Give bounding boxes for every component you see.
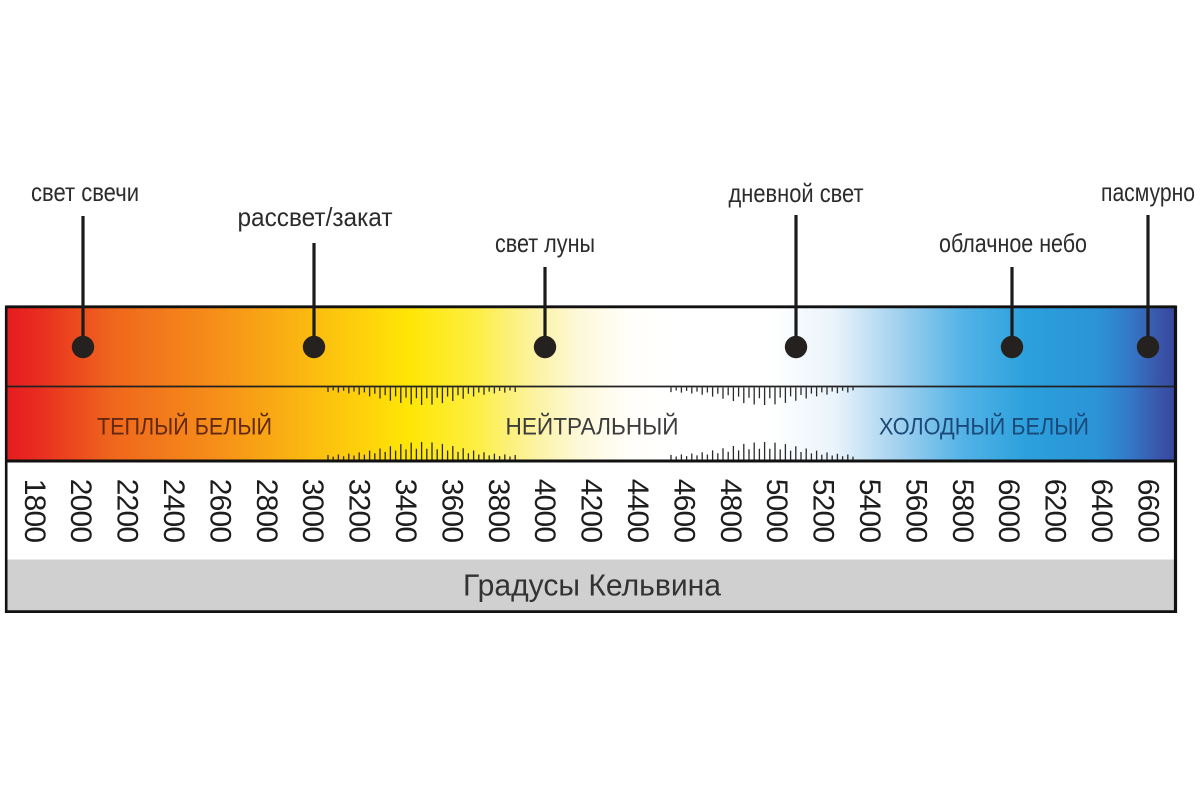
svg-text:5600: 5600 xyxy=(899,479,932,543)
svg-text:2800: 2800 xyxy=(250,479,283,543)
svg-text:2400: 2400 xyxy=(157,479,190,543)
svg-text:рассвет/закат: рассвет/закат xyxy=(238,202,393,232)
svg-text:5200: 5200 xyxy=(807,479,840,543)
svg-text:3800: 3800 xyxy=(482,479,515,543)
svg-text:6600: 6600 xyxy=(1131,479,1164,543)
svg-text:2000: 2000 xyxy=(64,479,97,543)
svg-text:4200: 4200 xyxy=(575,479,608,543)
svg-text:6400: 6400 xyxy=(1085,479,1118,543)
svg-text:4400: 4400 xyxy=(621,479,654,543)
svg-text:4000: 4000 xyxy=(528,479,561,543)
svg-text:3200: 3200 xyxy=(343,479,376,543)
svg-text:3000: 3000 xyxy=(296,479,329,543)
svg-text:6000: 6000 xyxy=(992,479,1025,543)
svg-text:дневной свет: дневной свет xyxy=(729,178,864,208)
svg-text:Градусы Кельвина: Градусы Кельвина xyxy=(463,568,722,603)
svg-text:5800: 5800 xyxy=(946,479,979,543)
svg-text:4600: 4600 xyxy=(667,479,700,543)
svg-text:2200: 2200 xyxy=(111,479,144,543)
svg-text:6200: 6200 xyxy=(1039,479,1072,543)
svg-text:1800: 1800 xyxy=(18,479,51,543)
svg-text:пасмурно: пасмурно xyxy=(1101,177,1195,207)
svg-text:5000: 5000 xyxy=(760,479,793,543)
svg-text:3400: 3400 xyxy=(389,479,422,543)
svg-text:3600: 3600 xyxy=(435,479,468,543)
svg-text:ХОЛОДНЫЙ БЕЛЫЙ: ХОЛОДНЫЙ БЕЛЫЙ xyxy=(879,413,1089,441)
svg-text:5400: 5400 xyxy=(853,479,886,543)
svg-text:свет луны: свет луны xyxy=(495,228,595,258)
svg-text:НЕЙТРАЛЬНЫЙ: НЕЙТРАЛЬНЫЙ xyxy=(506,413,679,441)
svg-text:2600: 2600 xyxy=(203,479,236,543)
svg-text:4800: 4800 xyxy=(714,479,747,543)
svg-text:свет свечи: свет свечи xyxy=(31,177,139,207)
svg-text:ТЕПЛЫЙ БЕЛЫЙ: ТЕПЛЫЙ БЕЛЫЙ xyxy=(97,413,272,441)
svg-text:облачное небо: облачное небо xyxy=(939,228,1087,258)
